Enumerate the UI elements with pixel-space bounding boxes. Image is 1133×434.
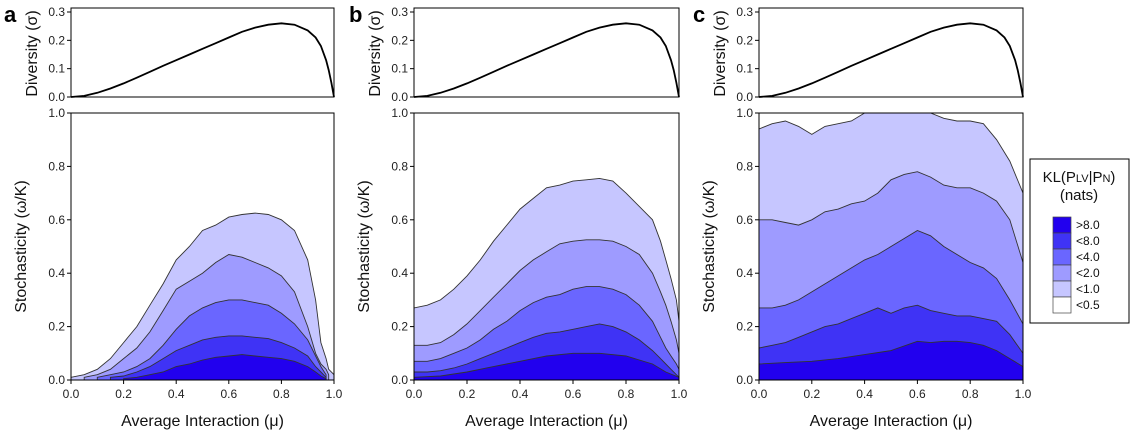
y-axis-label: Stochasticity (ω/K) [701,180,718,313]
x-axis-label: Average Interaction (μ) [810,413,973,430]
xtick-label: 0.0 [63,387,80,401]
y-axis-label: Stochasticity (ω/K) [356,180,373,313]
xtick-label: 0.0 [751,387,768,401]
xtick-label: 0.4 [168,387,185,401]
ytick-label: 0.2 [736,320,753,334]
diversity-frame [70,7,335,98]
diversity-ytick-label: 0.0 [48,90,65,104]
ytick-label: 0.0 [48,373,65,387]
contour-frame [413,112,680,381]
contour-group [759,113,1023,380]
xtick-label: 1.0 [671,387,688,401]
diversity-ytick-label: 0.0 [391,90,408,104]
xtick-label: 0.2 [459,387,476,401]
panel-label: a [4,2,17,27]
legend-label: <0.5 [1076,298,1100,312]
xtick-label: 0.4 [512,387,529,401]
diversity-ylabel: Diversity (σ) [24,10,41,96]
contour-gt8p0 [414,352,679,380]
contour-gt8p0 [759,340,1023,380]
diversity-frame [758,7,1024,98]
legend-swatch [1052,216,1072,234]
diversity-ytick-label: 0.1 [736,62,753,76]
panel-label: b [349,2,362,27]
xtick-label: 1.0 [1015,387,1032,401]
diversity-ytick-label: 0.3 [48,5,65,19]
legend-frame [1029,158,1130,324]
legend-label: <1.0 [1076,282,1100,296]
ytick-label: 0.8 [391,159,408,173]
contour-frame [758,112,1024,381]
ytick-label: 1.0 [736,106,753,120]
legend-subtitle: (nats) [1060,187,1098,204]
ytick-label: 0.4 [48,266,65,280]
diversity-curve [70,22,335,98]
contour-frame [70,112,335,381]
ytick-label: 0.6 [48,213,65,227]
diversity-frame [413,7,680,98]
y-axis-label: Stochasticity (ω/K) [13,180,30,313]
diversity-ytick-label: 0.3 [391,5,408,19]
diversity-curve [758,22,1024,98]
xtick-label: 0.6 [220,387,237,401]
diversity-ytick-label: 0.3 [736,5,753,19]
diversity-curve [413,22,680,98]
ytick-label: 0.4 [736,266,753,280]
xtick-label: 0.2 [803,387,820,401]
legend-swatch [1052,280,1072,298]
legend-label: <8.0 [1076,234,1100,248]
diversity-ylabel: Diversity (σ) [712,10,729,96]
legend: KL(PLV|PN)(nats) >8.0 <8.0 <4.0 <2.0 <1.0 <0.5 [1029,158,1130,324]
ytick-label: 0.4 [391,266,408,280]
contour-gt8p0 [123,354,327,380]
xtick-label: 0.8 [273,387,290,401]
ytick-label: 0.6 [391,213,408,227]
ytick-label: 0.6 [736,213,753,227]
legend-title: KL(PLV|PN) [1043,169,1116,186]
legend-swatch [1052,264,1072,282]
xtick-label: 0.6 [565,387,582,401]
xtick-label: 0.0 [406,387,423,401]
ytick-label: 0.0 [736,373,753,387]
ytick-label: 1.0 [391,106,408,120]
panel-a: a 0.0 0.1 0.2 0.3 Diversity (σ) 0.0 0.2 0.4 0.6 0.… [4,2,343,430]
xtick-label: 0.6 [909,387,926,401]
panel-c: c 0.0 0.1 0.2 0.3 Diversity (σ) 0.0 0.2 0.4 0.6 0.… [693,2,1032,430]
ytick-label: 0.2 [48,320,65,334]
legend-label: <2.0 [1076,266,1100,280]
diversity-ytick-label: 0.2 [736,33,753,47]
legend-swatch [1052,232,1072,250]
ytick-label: 0.8 [48,159,65,173]
x-axis-label: Average Interaction (μ) [465,413,628,430]
ytick-label: 0.0 [391,373,408,387]
diversity-ytick-label: 0.2 [48,33,65,47]
ytick-label: 0.2 [391,320,408,334]
ytick-label: 1.0 [48,106,65,120]
xtick-label: 0.8 [962,387,979,401]
ytick-label: 0.8 [736,159,753,173]
legend-label: <4.0 [1076,250,1100,264]
diversity-ytick-label: 0.0 [736,90,753,104]
x-axis-label: Average Interaction (μ) [121,413,284,430]
diversity-ytick-label: 0.1 [48,62,65,76]
xtick-label: 1.0 [326,387,343,401]
panel-label: c [693,2,705,27]
legend-label: >8.0 [1076,218,1100,232]
contour-group [71,113,334,380]
diversity-ytick-label: 0.1 [391,62,408,76]
legend-swatch [1052,248,1072,266]
legend-swatch [1052,296,1072,314]
panel-b: b 0.0 0.1 0.2 0.3 Diversity (σ) 0.0 0.2 0.4 0.6 0.… [349,2,688,430]
xtick-label: 0.8 [618,387,635,401]
contour-group [414,113,679,380]
diversity-ylabel: Diversity (σ) [367,10,384,96]
xtick-label: 0.4 [856,387,873,401]
xtick-label: 0.2 [115,387,132,401]
diversity-ytick-label: 0.2 [391,33,408,47]
